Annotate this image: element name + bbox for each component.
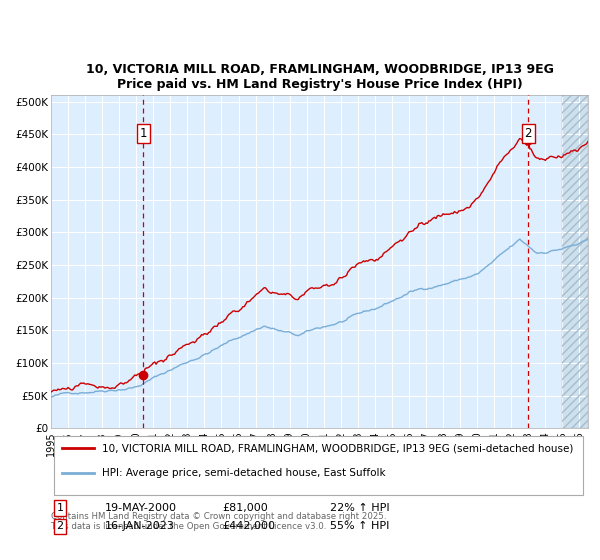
Text: 10, VICTORIA MILL ROAD, FRAMLINGHAM, WOODBRIDGE, IP13 9EG (semi-detached house): 10, VICTORIA MILL ROAD, FRAMLINGHAM, WOO… bbox=[102, 444, 574, 454]
Text: HPI: Average price, semi-detached house, East Suffolk: HPI: Average price, semi-detached house,… bbox=[102, 468, 386, 478]
Text: £442,000: £442,000 bbox=[222, 521, 275, 531]
Text: £81,000: £81,000 bbox=[222, 503, 268, 513]
Text: 2: 2 bbox=[56, 521, 64, 531]
Text: 19-MAY-2000: 19-MAY-2000 bbox=[105, 503, 177, 513]
Text: Contains HM Land Registry data © Crown copyright and database right 2025.
This d: Contains HM Land Registry data © Crown c… bbox=[51, 512, 386, 531]
Title: 10, VICTORIA MILL ROAD, FRAMLINGHAM, WOODBRIDGE, IP13 9EG
Price paid vs. HM Land: 10, VICTORIA MILL ROAD, FRAMLINGHAM, WOO… bbox=[86, 63, 553, 91]
Text: 16-JAN-2023: 16-JAN-2023 bbox=[105, 521, 175, 531]
Bar bbox=[562, 95, 588, 428]
Text: 1: 1 bbox=[56, 503, 64, 513]
Bar bbox=[562, 95, 588, 428]
Text: 1: 1 bbox=[140, 127, 147, 140]
Text: 22% ↑ HPI: 22% ↑ HPI bbox=[330, 503, 389, 513]
Text: 2: 2 bbox=[524, 127, 532, 140]
Text: 55% ↑ HPI: 55% ↑ HPI bbox=[330, 521, 389, 531]
